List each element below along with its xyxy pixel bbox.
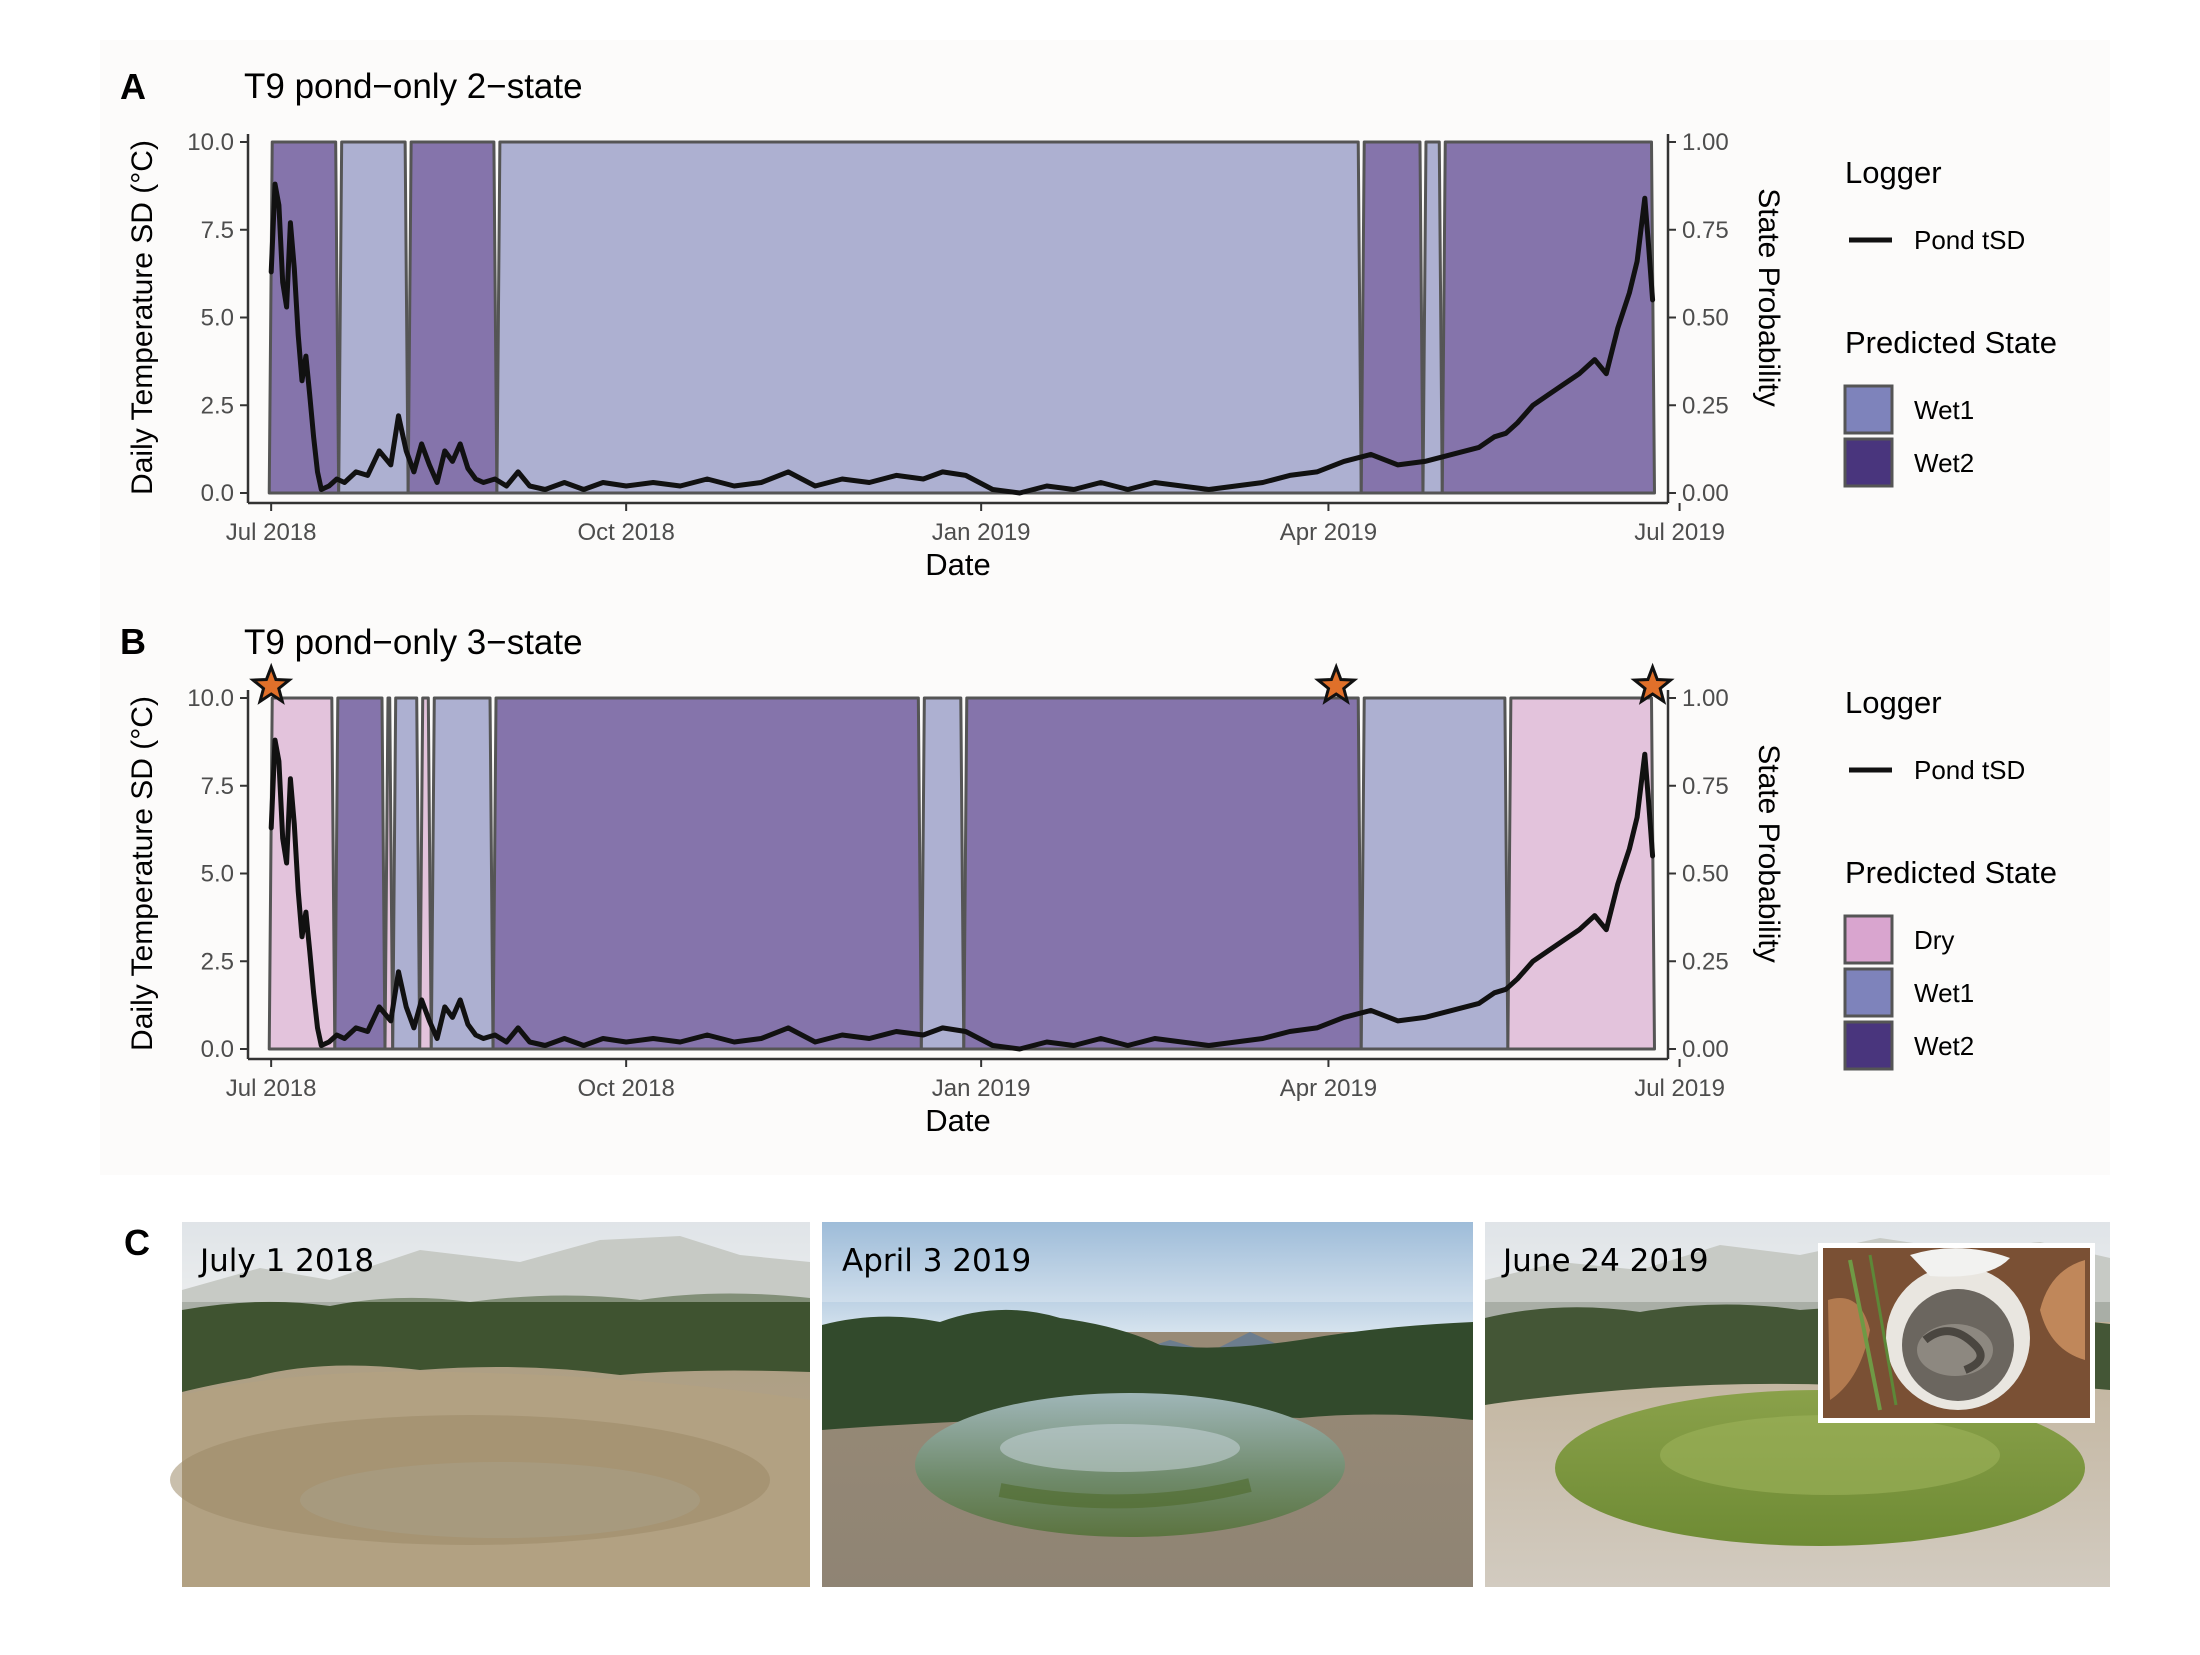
state-area-wet2 — [962, 696, 1363, 1051]
legend-b: Logger Pond tSD Predicted State Dry Wet1 Wet2 — [1843, 685, 2057, 1071]
panel-c: C July 1 2018 April 3 2019 — [124, 1222, 2110, 1587]
panel-b: B T9 pond−only 3−state 0.02.55.07.510.00… — [120, 621, 2057, 1138]
legend-label-wet2: Wet2 — [1914, 1031, 1974, 1061]
y-right-tick-label: 0.50 — [1682, 861, 1729, 888]
x-tick-label: Jul 2018 — [226, 1075, 317, 1102]
panel-a-letter: A — [120, 66, 146, 107]
state-area-wet2 — [406, 140, 499, 495]
state-area-wet2 — [333, 696, 387, 1051]
y-left-tick-label: 10.0 — [187, 685, 234, 712]
y-right-tick-label: 0.75 — [1682, 773, 1729, 800]
y-left-tick-label: 7.5 — [201, 773, 234, 800]
logger-inset-photo — [1818, 1243, 2095, 1423]
y-right-tick-label: 0.25 — [1682, 948, 1729, 975]
y-left-tick-label: 0.0 — [201, 480, 234, 507]
panel-a: A T9 pond−only 2−state 0.02.55.07.510.00… — [120, 66, 2057, 582]
x-axis-title: Date — [925, 1103, 990, 1138]
photo-caption-april-2019: April 3 2019 — [842, 1243, 1031, 1279]
y-axis-left-title: Daily Temperature SD (°C) — [126, 140, 159, 495]
x-tick-label: Jul 2019 — [1634, 519, 1725, 546]
legend-key-wet2 — [1843, 437, 1894, 488]
y-axis-right-title: State Probability — [1752, 744, 1785, 962]
state-area-dry — [1506, 696, 1656, 1051]
tsd-line — [268, 737, 1656, 1052]
legend-label-wet1: Wet1 — [1914, 395, 1974, 425]
state-area-wet2 — [267, 140, 341, 495]
x-tick-label: Oct 2018 — [577, 519, 674, 546]
state-area-wet1 — [919, 696, 966, 1051]
legend-state-title: Predicted State — [1845, 325, 2057, 360]
photo-april-2019: April 3 2019 — [822, 1222, 1473, 1587]
tsd-line — [268, 181, 1656, 496]
legend-key-dry — [1843, 914, 1894, 965]
star-marker — [1314, 662, 1359, 705]
y-right-tick-label: 1.00 — [1682, 685, 1729, 712]
y-left-tick-label: 2.5 — [201, 392, 234, 419]
legend-a: Logger Pond tSD Predicted State Wet1 Wet2 — [1843, 155, 2057, 488]
x-tick-label: Jan 2019 — [932, 1075, 1031, 1102]
x-tick-label: Apr 2019 — [1280, 1075, 1377, 1102]
y-right-tick-label: 0.00 — [1682, 480, 1729, 507]
x-axis-title: Date — [925, 547, 990, 582]
legend-key-wet1 — [1843, 384, 1894, 435]
y-left-tick-label: 10.0 — [187, 129, 234, 156]
y-right-tick-label: 0.25 — [1682, 392, 1729, 419]
chart-b: 0.0 2.5 5.0 7.5 10.0 0.00 0.25 0.50 0.75 1.00 Jul … — [126, 662, 1785, 1138]
legend-key-wet2 — [1843, 1020, 1894, 1071]
photo-june-2019: June 24 2019 — [1485, 1222, 2110, 1587]
state-area-wet1 — [1421, 140, 1444, 495]
star-marker — [1630, 662, 1675, 705]
x-tick-label: Apr 2019 — [1280, 519, 1377, 546]
legend-logger-title: Logger — [1845, 685, 1942, 720]
state-area-wet1 — [429, 696, 495, 1051]
state-area-dry — [418, 696, 433, 1051]
x-tick-label: Jan 2019 — [932, 519, 1031, 546]
panel-c-letter: C — [124, 1222, 150, 1263]
y-right-tick-label: 0.50 — [1682, 305, 1729, 332]
panel-b-letter: B — [120, 621, 146, 662]
state-area-wet1 — [337, 140, 410, 495]
state-area-dry — [383, 696, 395, 1051]
photo-july-2018: July 1 2018 — [170, 1222, 810, 1587]
y-left-tick-label: 7.5 — [201, 217, 234, 244]
y-axis-left-title: Daily Temperature SD (°C) — [126, 696, 159, 1051]
photo-caption-june-2019: June 24 2019 — [1501, 1243, 1709, 1279]
panel-a-title: T9 pond−only 2−state — [244, 67, 583, 106]
photo-caption-july-2018: July 1 2018 — [198, 1243, 374, 1279]
legend-logger-item: Pond tSD — [1914, 225, 2025, 255]
chart-a: 0.0 2.5 5.0 7.5 10.0 0.00 0.25 0.50 0.75 1.00 Jul … — [126, 129, 1785, 582]
y-right-tick-label: 0.75 — [1682, 217, 1729, 244]
state-area-wet2 — [1359, 140, 1425, 495]
y-left-tick-label: 5.0 — [201, 305, 234, 332]
legend-label-wet2: Wet2 — [1914, 448, 1974, 478]
star-marker — [249, 662, 294, 705]
x-tick-label: Jul 2018 — [226, 519, 317, 546]
y-left-tick-label: 5.0 — [201, 861, 234, 888]
y-axis-right-title: State Probability — [1752, 188, 1785, 406]
legend-label-wet1: Wet1 — [1914, 978, 1974, 1008]
y-right-tick-label: 1.00 — [1682, 129, 1729, 156]
y-left-tick-label: 0.0 — [201, 1036, 234, 1063]
y-right-tick-label: 0.00 — [1682, 1036, 1729, 1063]
y-left-tick-label: 2.5 — [201, 948, 234, 975]
state-area-wet2 — [491, 696, 923, 1051]
legend-state-title: Predicted State — [1845, 855, 2057, 890]
legend-key-wet1 — [1843, 967, 1894, 1018]
legend-logger-title: Logger — [1845, 155, 1942, 190]
x-tick-label: Oct 2018 — [577, 1075, 674, 1102]
legend-logger-item: Pond tSD — [1914, 755, 2025, 785]
state-area-wet1 — [495, 140, 1363, 495]
x-tick-label: Jul 2019 — [1634, 1075, 1725, 1102]
panel-b-title: T9 pond−only 3−state — [244, 623, 583, 662]
legend-label-dry: Dry — [1914, 925, 1954, 955]
